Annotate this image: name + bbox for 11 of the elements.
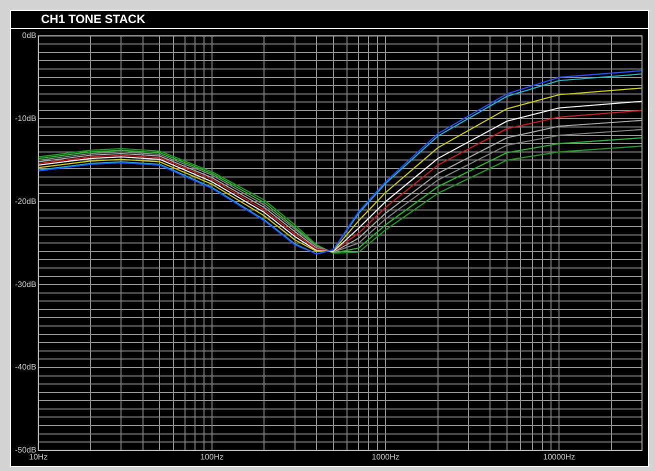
- x-tick-label: 10Hz: [29, 452, 48, 462]
- y-tick-label: 0dB: [22, 31, 36, 40]
- y-tick-label: -40dB: [14, 362, 36, 372]
- y-tick-label: -50dB: [14, 446, 36, 455]
- chart-title: CH1 TONE STACK: [11, 11, 648, 29]
- x-tick-label: 1000Hz: [372, 452, 400, 462]
- x-tick-label: 100Hz: [200, 452, 224, 462]
- x-tick-label: 10000Hz: [543, 452, 576, 462]
- y-tick-label: -30dB: [14, 280, 36, 289]
- y-tick-label: -10dB: [14, 114, 36, 123]
- y-tick-label: -20dB: [14, 196, 36, 206]
